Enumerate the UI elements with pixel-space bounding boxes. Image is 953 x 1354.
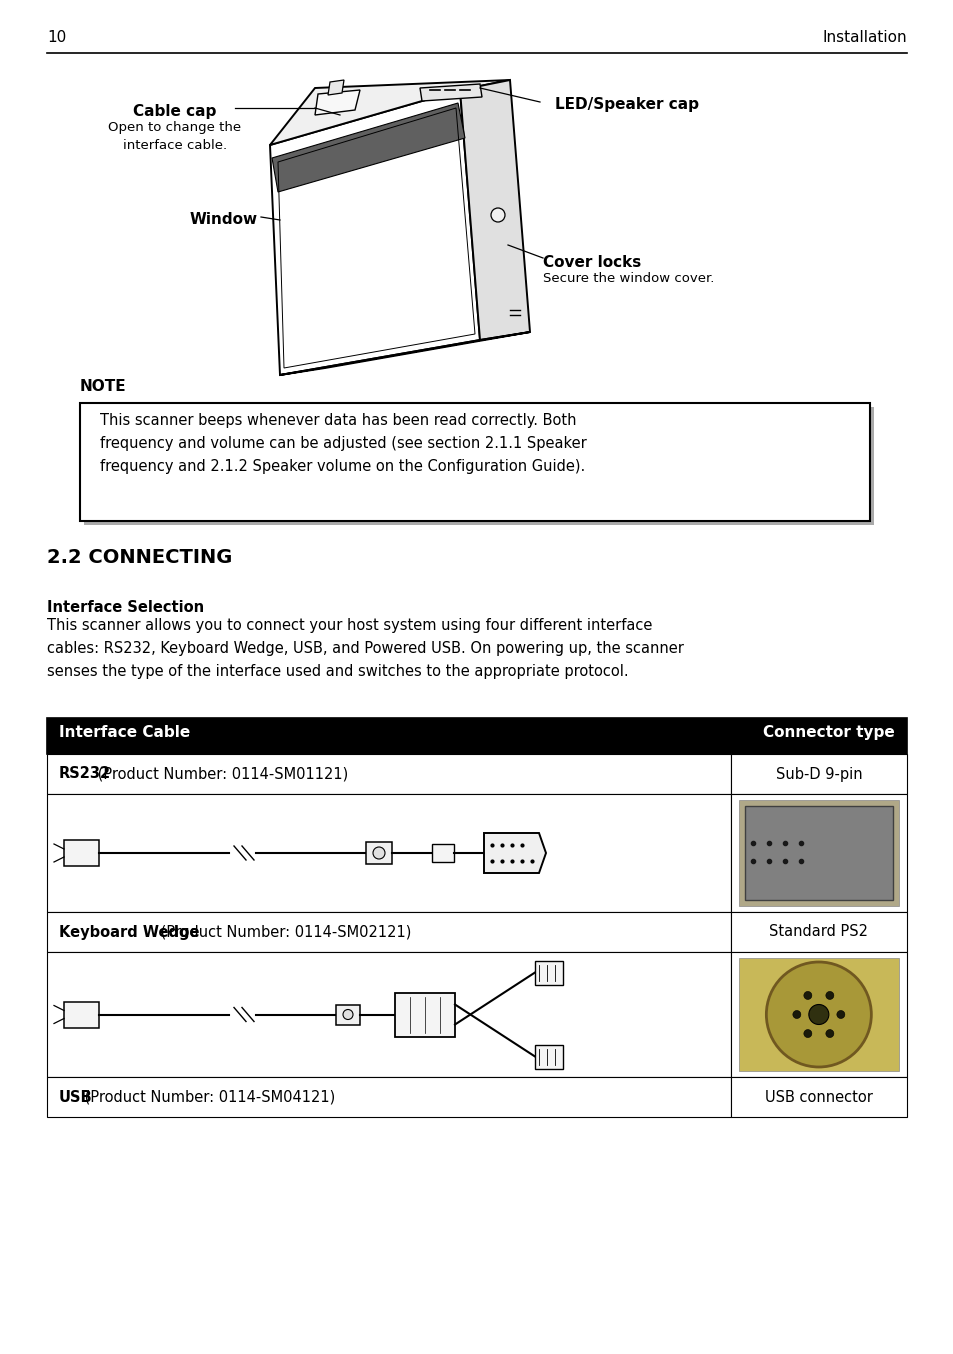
- Polygon shape: [272, 103, 464, 192]
- Text: Interface Cable: Interface Cable: [59, 724, 190, 741]
- Polygon shape: [483, 833, 545, 873]
- Bar: [432, 844, 454, 862]
- Text: (Product Number: 0114-SM04121): (Product Number: 0114-SM04121): [80, 1090, 335, 1105]
- Text: Keyboard Wedge: Keyboard Wedge: [59, 925, 199, 940]
- Circle shape: [808, 1005, 828, 1025]
- Bar: [730, 754, 906, 793]
- Polygon shape: [270, 89, 479, 375]
- Bar: [535, 960, 562, 984]
- Circle shape: [836, 1010, 844, 1018]
- Polygon shape: [395, 992, 455, 1037]
- Text: Cover locks: Cover locks: [542, 255, 640, 269]
- Text: This scanner allows you to connect your host system using four different interfa: This scanner allows you to connect your …: [47, 617, 683, 678]
- Polygon shape: [270, 80, 510, 145]
- Text: NOTE: NOTE: [80, 379, 127, 394]
- Circle shape: [373, 848, 385, 858]
- Text: Cable cap: Cable cap: [133, 104, 216, 119]
- Text: Open to change the
interface cable.: Open to change the interface cable.: [109, 121, 241, 152]
- Bar: [47, 1076, 730, 1117]
- Text: (Product Number: 0114-SM01121): (Product Number: 0114-SM01121): [93, 766, 349, 781]
- Circle shape: [825, 991, 833, 999]
- Bar: [335, 1005, 359, 1025]
- Text: Installation: Installation: [821, 30, 906, 45]
- Text: Connector type: Connector type: [762, 724, 894, 741]
- Text: USB connector: USB connector: [764, 1090, 872, 1105]
- Bar: [84, 408, 873, 525]
- Circle shape: [825, 1029, 833, 1037]
- Text: Sub-D 9-pin: Sub-D 9-pin: [775, 766, 862, 781]
- Bar: [366, 842, 392, 864]
- Bar: [64, 839, 99, 867]
- Bar: [535, 1044, 562, 1068]
- Text: 2.2 CONNECTING: 2.2 CONNECTING: [47, 548, 233, 567]
- Bar: [738, 959, 898, 1071]
- Text: This scanner beeps whenever data has been read correctly. Both
frequency and vol: This scanner beeps whenever data has bee…: [100, 413, 586, 474]
- Text: Standard PS2: Standard PS2: [768, 925, 867, 940]
- Text: USB: USB: [59, 1090, 92, 1105]
- Bar: [47, 754, 730, 793]
- Bar: [47, 913, 730, 952]
- Bar: [730, 913, 906, 952]
- Polygon shape: [459, 80, 530, 340]
- Bar: [47, 793, 730, 913]
- Bar: [80, 403, 869, 521]
- Polygon shape: [314, 89, 359, 115]
- Bar: [64, 1002, 99, 1028]
- Bar: [744, 806, 892, 900]
- Circle shape: [765, 961, 870, 1067]
- Bar: [738, 800, 898, 906]
- Circle shape: [343, 1010, 353, 1020]
- Text: 10: 10: [47, 30, 66, 45]
- Bar: [47, 718, 906, 754]
- Bar: [730, 793, 906, 913]
- Circle shape: [792, 1010, 800, 1018]
- Circle shape: [491, 209, 504, 222]
- Circle shape: [803, 991, 811, 999]
- Bar: [47, 952, 730, 1076]
- Polygon shape: [328, 80, 344, 95]
- Text: (Product Number: 0114-SM02121): (Product Number: 0114-SM02121): [155, 925, 411, 940]
- Text: Secure the window cover.: Secure the window cover.: [542, 272, 714, 284]
- Text: Window: Window: [190, 213, 257, 227]
- Bar: [730, 952, 906, 1076]
- Text: Interface Selection: Interface Selection: [47, 600, 204, 615]
- Text: RS232: RS232: [59, 766, 111, 781]
- Polygon shape: [280, 332, 530, 375]
- Bar: [730, 1076, 906, 1117]
- Polygon shape: [419, 84, 481, 102]
- Circle shape: [803, 1029, 811, 1037]
- Text: LED/Speaker cap: LED/Speaker cap: [555, 97, 699, 112]
